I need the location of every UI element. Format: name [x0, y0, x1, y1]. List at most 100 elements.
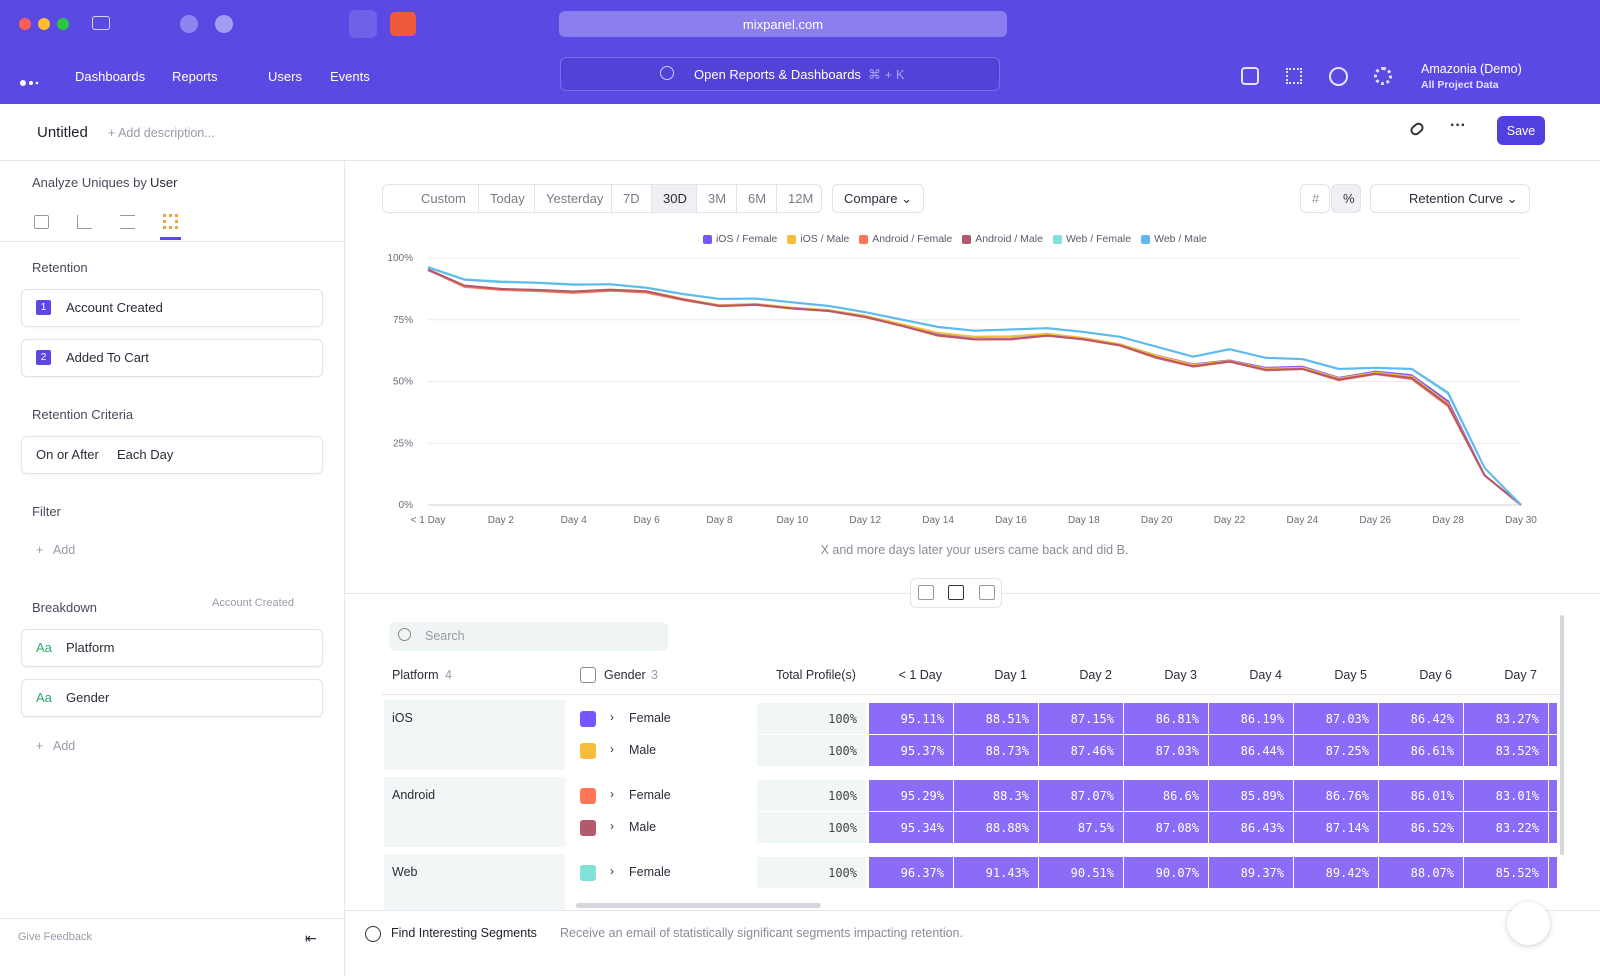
nav-item[interactable]: Users [268, 69, 302, 84]
retention-cell[interactable]: 86.42% [1379, 703, 1463, 734]
retention-cell[interactable]: 95.37% [869, 735, 953, 766]
analyze-value[interactable]: User [150, 175, 177, 190]
add-description[interactable]: + Add description... [108, 126, 215, 140]
retention-cell[interactable]: 96.37% [869, 857, 953, 888]
tab-icon[interactable] [349, 10, 377, 38]
sidebar-toggle[interactable] [92, 16, 110, 30]
retention-cell[interactable]: 88.3% [954, 780, 1038, 811]
column-header[interactable]: Day 7 [1464, 668, 1537, 682]
retention-cell[interactable]: 90.51% [1039, 857, 1123, 888]
retention-cell[interactable]: 86.76% [1294, 780, 1378, 811]
report-title[interactable]: Untitled [37, 124, 88, 141]
number-toggle[interactable]: # [1300, 184, 1330, 213]
retention-cell[interactable]: 86.52% [1379, 812, 1463, 843]
retention-cell[interactable]: 88.73% [954, 735, 1038, 766]
link-icon[interactable] [1408, 121, 1425, 138]
retention-cell[interactable]: 87.03% [1124, 735, 1208, 766]
row-checkbox[interactable] [580, 743, 596, 759]
date-range-option[interactable]: Today [478, 184, 535, 213]
column-header[interactable]: Total Profile(s) [776, 668, 856, 682]
expand-icon[interactable]: › [610, 819, 614, 833]
retention-cell[interactable]: 87.07% [1039, 780, 1123, 811]
criteria-option[interactable]: Each Day [117, 447, 173, 462]
row-checkbox[interactable] [580, 820, 596, 836]
row-checkbox[interactable] [580, 788, 596, 804]
column-header[interactable]: Day 4 [1209, 668, 1282, 682]
layout-option[interactable] [918, 585, 934, 600]
date-range-option[interactable]: 12M [776, 184, 822, 213]
retention-cell[interactable]: 87.46% [1039, 735, 1123, 766]
retention-cell[interactable]: 83.27% [1464, 703, 1548, 734]
retention-cell[interactable]: 85.89% [1209, 780, 1293, 811]
date-range-option[interactable]: Yesterday [534, 184, 612, 213]
percent-toggle[interactable]: % [1331, 184, 1361, 213]
nav-item[interactable]: Events [330, 69, 370, 84]
column-header[interactable]: Day 3 [1124, 668, 1197, 682]
retention-cell[interactable]: 91.43% [954, 857, 1038, 888]
retention-cell[interactable]: 88.51% [954, 703, 1038, 734]
date-range-option[interactable]: Custom [382, 184, 479, 213]
add-breakdown[interactable]: Add [53, 739, 75, 753]
date-range-option[interactable]: 30D [651, 184, 697, 213]
column-header[interactable]: Gender [604, 668, 646, 682]
more-menu[interactable]: ··· [1450, 117, 1466, 135]
retention-tab[interactable] [163, 214, 178, 229]
address-bar[interactable]: mixpanel.com [559, 11, 1007, 37]
retention-cell[interactable]: 90.07% [1124, 857, 1208, 888]
logo[interactable] [20, 73, 40, 79]
retention-cell[interactable]: 95.34% [869, 812, 953, 843]
close-button[interactable] [19, 18, 31, 30]
retention-cell[interactable]: 83.22% [1464, 812, 1548, 843]
column-header[interactable]: Platform [392, 668, 439, 682]
retention-cell[interactable]: 88.88% [954, 812, 1038, 843]
expand-icon[interactable]: › [610, 864, 614, 878]
retention-cell[interactable]: 86.61% [1379, 735, 1463, 766]
retention-cell[interactable]: 87.08% [1124, 812, 1208, 843]
segments-title[interactable]: Find Interesting Segments [391, 926, 537, 940]
flows-tab[interactable] [120, 215, 135, 229]
retention-cell[interactable]: 88.07% [1379, 857, 1463, 888]
row-checkbox[interactable] [580, 865, 596, 881]
add-filter[interactable]: Add [53, 543, 75, 557]
retention-cell[interactable]: 83.01% [1464, 780, 1548, 811]
tab-icon[interactable] [180, 15, 198, 33]
criteria-option[interactable]: On or After [36, 447, 99, 462]
insights-tab[interactable] [34, 215, 49, 229]
retention-cell[interactable]: 83.52% [1464, 735, 1548, 766]
compare-button[interactable]: Compare ⌄ [832, 184, 924, 213]
column-header[interactable]: Day 1 [954, 668, 1027, 682]
retention-cell[interactable]: 89.37% [1209, 857, 1293, 888]
expand-icon[interactable]: › [610, 742, 614, 756]
retention-cell[interactable]: 86.44% [1209, 735, 1293, 766]
column-header[interactable]: Day 6 [1379, 668, 1452, 682]
select-all[interactable] [580, 667, 596, 683]
tab-icon[interactable] [215, 15, 233, 33]
nav-item[interactable]: Reports [172, 69, 218, 84]
date-range-option[interactable]: 3M [696, 184, 737, 213]
section-title[interactable]: Retention [32, 260, 88, 275]
column-header[interactable]: Day 5 [1294, 668, 1367, 682]
layout-option[interactable] [948, 585, 964, 600]
tab-icon[interactable] [390, 12, 416, 36]
date-range-option[interactable]: 6M [736, 184, 777, 213]
column-header[interactable]: Day 2 [1039, 668, 1112, 682]
zoom-button[interactable] [57, 18, 69, 30]
help-icon[interactable] [1329, 67, 1348, 86]
save-button[interactable]: Save [1497, 116, 1545, 145]
breakdown-event[interactable]: Account Created [212, 597, 294, 609]
retention-cell[interactable]: 86.19% [1209, 703, 1293, 734]
nav-item[interactable]: Dashboards [75, 69, 145, 84]
retention-cell[interactable]: 86.81% [1124, 703, 1208, 734]
data-icon[interactable] [1241, 67, 1259, 85]
minimize-button[interactable] [38, 18, 50, 30]
settings-icon[interactable] [1374, 67, 1392, 85]
row-checkbox[interactable] [580, 711, 596, 727]
retention-cell[interactable]: 95.29% [869, 780, 953, 811]
project-name[interactable]: Amazonia (Demo) [1421, 62, 1522, 76]
share-button[interactable] [1507, 902, 1550, 945]
retention-cell[interactable]: 87.03% [1294, 703, 1378, 734]
retention-cell[interactable]: 87.25% [1294, 735, 1378, 766]
retention-cell[interactable]: 87.5% [1039, 812, 1123, 843]
retention-cell[interactable]: 86.43% [1209, 812, 1293, 843]
retention-cell[interactable]: 85.52% [1464, 857, 1548, 888]
